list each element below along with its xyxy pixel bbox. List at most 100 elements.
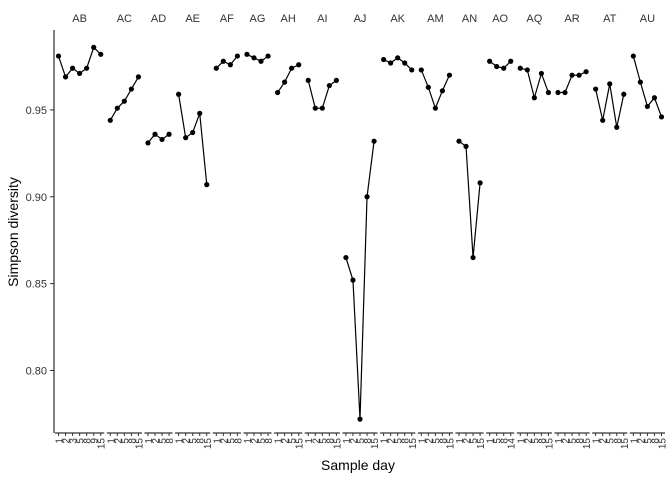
y-axis-label: Simpson diversity (5, 177, 21, 287)
point (227, 62, 233, 68)
x-tick-label: 15 (476, 438, 487, 450)
point (439, 88, 446, 94)
x-tick-label: 15 (203, 438, 214, 450)
x-tick-label: 15 (445, 438, 456, 450)
point (183, 135, 189, 141)
point (487, 58, 493, 64)
point (121, 98, 127, 104)
x-tick-label: 15 (408, 438, 419, 450)
x-tick-label: 5 (643, 438, 654, 444)
point (395, 55, 401, 61)
x-axis-label: Sample day (321, 457, 395, 473)
point (630, 53, 636, 59)
facet-title: AR (564, 13, 579, 25)
x-tick-label: 5 (568, 438, 579, 444)
point (569, 72, 575, 78)
facet-title: AM (427, 13, 444, 25)
x-tick-label: 8 (127, 438, 138, 444)
x-tick-label: 5 (318, 438, 329, 444)
x-tick-label: 5 (226, 438, 237, 444)
x-tick-label: 1 (417, 438, 428, 444)
point (538, 70, 544, 77)
point (477, 180, 483, 186)
point (296, 62, 302, 68)
point (593, 86, 599, 92)
point (213, 65, 219, 71)
facet-title: AH (281, 13, 296, 25)
point (282, 79, 288, 85)
x-tick-label: 1 (144, 438, 155, 444)
x-tick-label: 1 (243, 438, 254, 444)
x-tick-label: 5 (469, 438, 480, 444)
x-tick-label: 8 (83, 438, 94, 444)
point (456, 138, 462, 144)
point (350, 277, 356, 283)
x-tick-label: 15 (657, 438, 668, 450)
x-tick-label: 1 (629, 438, 640, 444)
point (244, 51, 250, 57)
point (326, 82, 332, 89)
x-tick-label: 5 (158, 438, 169, 444)
point (197, 110, 203, 116)
point (576, 72, 582, 78)
point (265, 53, 271, 59)
x-tick-label: 2 (561, 438, 572, 444)
point (319, 105, 325, 111)
series-line (178, 94, 208, 185)
x-tick-label: 8 (650, 438, 661, 444)
x-tick-label: 1 (175, 438, 186, 444)
point (600, 117, 606, 123)
x-tick-label: 2 (113, 438, 124, 444)
point (432, 105, 438, 111)
point (418, 67, 424, 73)
point (274, 89, 281, 96)
y-tick-label: 0.80 (26, 365, 47, 377)
x-tick-label: 15 (332, 438, 343, 450)
point (658, 114, 665, 120)
x-tick-label: 8 (325, 438, 336, 444)
x-tick-label: 8 (438, 438, 449, 444)
point (305, 77, 311, 83)
point (84, 65, 90, 71)
x-tick-label: 1 (212, 438, 223, 444)
x-tick-label: 2 (424, 438, 435, 444)
point (470, 254, 476, 261)
facet-title: AF (220, 13, 234, 25)
point (220, 58, 226, 64)
series-line (307, 79, 337, 109)
point (524, 67, 530, 73)
x-tick-label: 5 (493, 438, 504, 444)
point (388, 60, 394, 66)
point (562, 89, 568, 96)
x-tick-label: 2 (599, 438, 610, 444)
point (545, 89, 552, 96)
point (402, 60, 408, 66)
point (644, 103, 651, 110)
point (371, 138, 377, 144)
x-tick-label: 2 (462, 438, 473, 444)
point (508, 58, 514, 64)
x-tick-label: 1 (380, 438, 391, 444)
x-tick-label: 15 (620, 438, 631, 450)
point (494, 63, 500, 70)
x-tick-label: 5 (120, 438, 131, 444)
facet-title: AN (462, 13, 477, 25)
series-line (147, 133, 170, 144)
x-tick-label: 5 (76, 438, 87, 444)
point (114, 105, 120, 111)
facet-title: AD (151, 13, 166, 25)
series-line (520, 67, 549, 101)
series-line (420, 69, 450, 110)
facet-title: AU (640, 13, 655, 25)
point (204, 181, 210, 188)
x-tick-label: 1 (106, 438, 117, 444)
point (614, 124, 620, 130)
x-tick-label: 1 (592, 438, 603, 444)
point (166, 131, 172, 137)
point (62, 74, 69, 80)
x-tick-label: 5 (189, 438, 200, 444)
x-tick-label: 15 (582, 438, 593, 450)
facet-title: AC (117, 13, 132, 25)
x-tick-label: 5 (356, 438, 367, 444)
